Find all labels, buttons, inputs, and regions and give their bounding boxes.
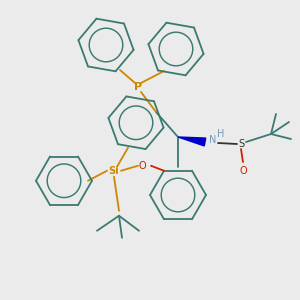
Text: H: H — [217, 129, 225, 139]
Text: P: P — [134, 82, 142, 92]
Text: S: S — [238, 139, 244, 149]
Polygon shape — [178, 137, 206, 146]
Text: O: O — [138, 161, 146, 171]
Text: N: N — [209, 135, 217, 145]
Text: Si: Si — [109, 166, 119, 176]
Text: O: O — [239, 166, 247, 176]
